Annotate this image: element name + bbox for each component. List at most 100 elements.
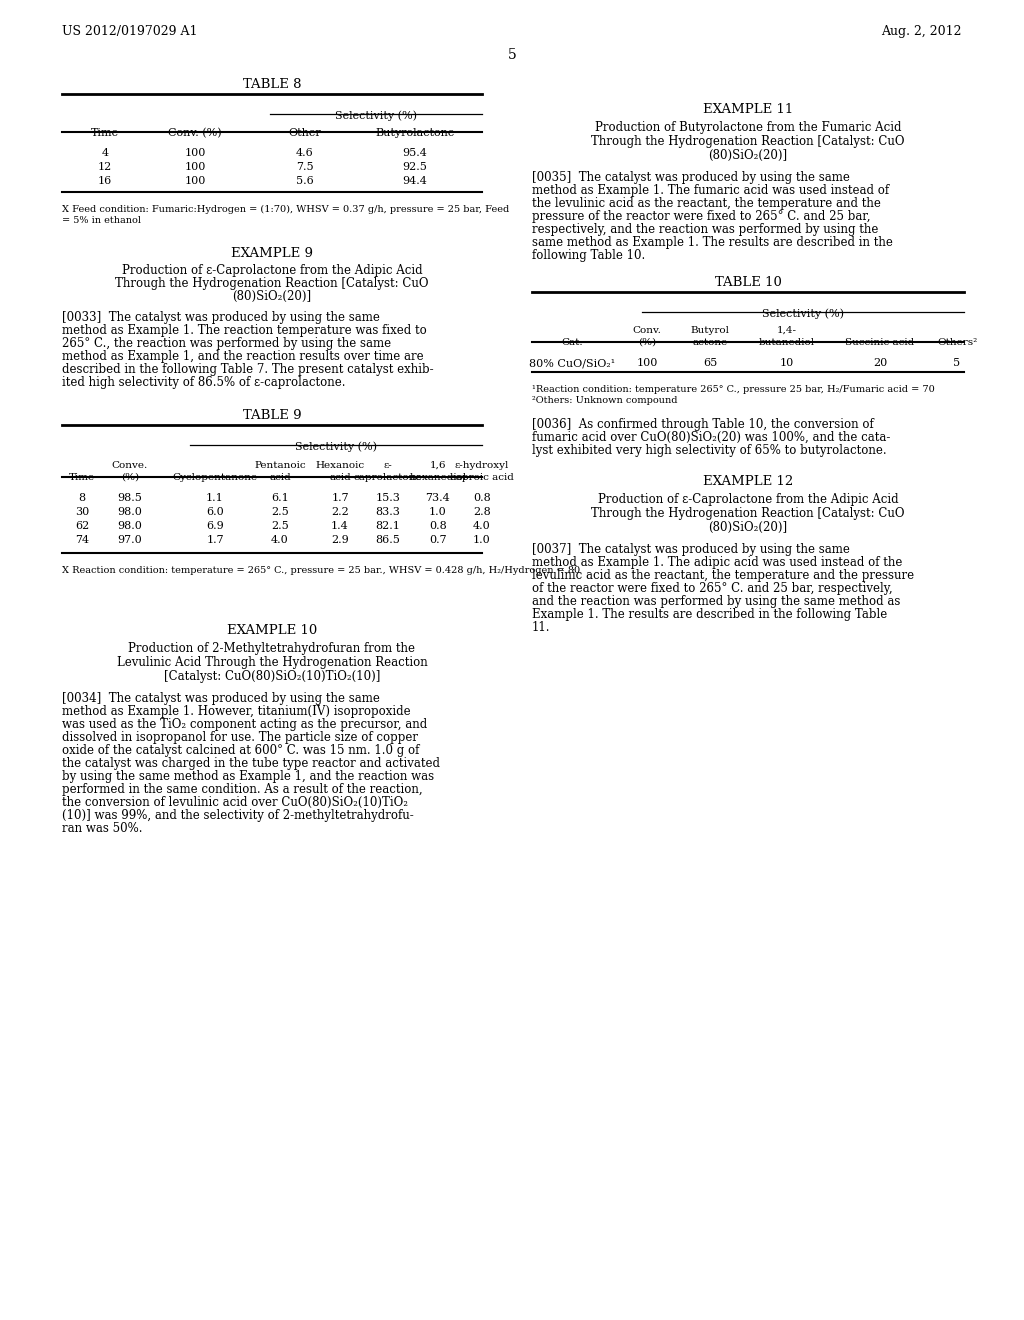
Text: method as Example 1. The fumaric acid was used instead of: method as Example 1. The fumaric acid wa…: [532, 183, 889, 197]
Text: (80)SiO₂(20)]: (80)SiO₂(20)]: [232, 290, 311, 304]
Text: ²Others: Unknown compound: ²Others: Unknown compound: [532, 396, 678, 405]
Text: 80% CuO/SiO₂¹: 80% CuO/SiO₂¹: [529, 358, 615, 368]
Text: 4.6: 4.6: [296, 148, 314, 158]
Text: ¹Reaction condition: temperature 265° C., pressure 25 bar, H₂/Fumaric acid = 70: ¹Reaction condition: temperature 265° C.…: [532, 385, 935, 393]
Text: 1.0: 1.0: [429, 507, 446, 517]
Text: Selectivity (%): Selectivity (%): [335, 110, 417, 120]
Text: 15.3: 15.3: [376, 492, 400, 503]
Text: [0036]  As confirmed through Table 10, the conversion of: [0036] As confirmed through Table 10, th…: [532, 418, 873, 432]
Text: [0035]  The catalyst was produced by using the same: [0035] The catalyst was produced by usin…: [532, 172, 850, 183]
Text: caproic acid: caproic acid: [451, 473, 514, 482]
Text: 1,6: 1,6: [430, 461, 446, 470]
Text: 1.0: 1.0: [473, 535, 490, 545]
Text: TABLE 9: TABLE 9: [243, 409, 301, 422]
Text: same method as Example 1. The results are described in the: same method as Example 1. The results ar…: [532, 236, 893, 249]
Text: 5: 5: [953, 358, 961, 368]
Text: respectively, and the reaction was performed by using the: respectively, and the reaction was perfo…: [532, 223, 879, 236]
Text: method as Example 1. The adipic acid was used instead of the: method as Example 1. The adipic acid was…: [532, 556, 902, 569]
Text: (80)SiO₂(20)]: (80)SiO₂(20)]: [709, 149, 787, 162]
Text: 0.8: 0.8: [473, 492, 490, 503]
Text: 0.8: 0.8: [429, 521, 446, 531]
Text: levulinic acid as the reactant, the temperature and the pressure: levulinic acid as the reactant, the temp…: [532, 569, 914, 582]
Text: (80)SiO₂(20)]: (80)SiO₂(20)]: [709, 521, 787, 535]
Text: fumaric acid over CuO(80)SiO₂(20) was 100%, and the cata-: fumaric acid over CuO(80)SiO₂(20) was 10…: [532, 432, 891, 444]
Text: Production of ε-Caprolactone from the Adipic Acid: Production of ε-Caprolactone from the Ad…: [122, 264, 422, 277]
Text: Hexanoic: Hexanoic: [315, 461, 365, 470]
Text: caprolactone: caprolactone: [353, 473, 422, 482]
Text: by using the same method as Example 1, and the reaction was: by using the same method as Example 1, a…: [62, 770, 434, 783]
Text: 5: 5: [508, 48, 516, 62]
Text: 2.2: 2.2: [331, 507, 349, 517]
Text: Conv. (%): Conv. (%): [168, 128, 222, 139]
Text: acid: acid: [329, 473, 351, 482]
Text: 2.8: 2.8: [473, 507, 490, 517]
Text: Time: Time: [91, 128, 119, 139]
Text: 7.5: 7.5: [296, 162, 313, 172]
Text: 62: 62: [75, 521, 89, 531]
Text: Production of ε-Caprolactone from the Adipic Acid: Production of ε-Caprolactone from the Ad…: [598, 492, 898, 506]
Text: method as Example 1, and the reaction results over time are: method as Example 1, and the reaction re…: [62, 350, 424, 363]
Text: method as Example 1. However, titanium(IV) isopropoxide: method as Example 1. However, titanium(I…: [62, 705, 411, 718]
Text: Conve.: Conve.: [112, 461, 148, 470]
Text: (%): (%): [638, 338, 656, 347]
Text: ε-hydroxyl: ε-hydroxyl: [455, 461, 509, 470]
Text: 6.0: 6.0: [206, 507, 224, 517]
Text: the catalyst was charged in the tube type reactor and activated: the catalyst was charged in the tube typ…: [62, 756, 440, 770]
Text: method as Example 1. The reaction temperature was fixed to: method as Example 1. The reaction temper…: [62, 323, 427, 337]
Text: following Table 10.: following Table 10.: [532, 249, 645, 261]
Text: 4.0: 4.0: [271, 535, 289, 545]
Text: Example 1. The results are described in the following Table: Example 1. The results are described in …: [532, 609, 887, 620]
Text: EXAMPLE 11: EXAMPLE 11: [702, 103, 794, 116]
Text: Time: Time: [69, 473, 95, 482]
Text: Production of Butyrolactone from the Fumaric Acid: Production of Butyrolactone from the Fum…: [595, 121, 901, 135]
Text: Selectivity (%): Selectivity (%): [295, 441, 377, 451]
Text: 265° C., the reaction was performed by using the same: 265° C., the reaction was performed by u…: [62, 337, 391, 350]
Text: [0037]  The catalyst was produced by using the same: [0037] The catalyst was produced by usin…: [532, 543, 850, 556]
Text: US 2012/0197029 A1: US 2012/0197029 A1: [62, 25, 198, 38]
Text: pressure of the reactor were fixed to 265° C. and 25 bar,: pressure of the reactor were fixed to 26…: [532, 210, 870, 223]
Text: 5.6: 5.6: [296, 176, 314, 186]
Text: 1.1: 1.1: [206, 492, 224, 503]
Text: was used as the TiO₂ component acting as the precursor, and: was used as the TiO₂ component acting as…: [62, 718, 427, 731]
Text: and the reaction was performed by using the same method as: and the reaction was performed by using …: [532, 595, 900, 609]
Text: 1,4-: 1,4-: [777, 326, 797, 335]
Text: Aug. 2, 2012: Aug. 2, 2012: [882, 25, 962, 38]
Text: Conv.: Conv.: [633, 326, 662, 335]
Text: [0034]  The catalyst was produced by using the same: [0034] The catalyst was produced by usin…: [62, 692, 380, 705]
Text: 100: 100: [184, 148, 206, 158]
Text: Cyclopentanone: Cyclopentanone: [172, 473, 258, 482]
Text: = 5% in ethanol: = 5% in ethanol: [62, 216, 141, 224]
Text: 11.: 11.: [532, 620, 551, 634]
Text: acid: acid: [269, 473, 291, 482]
Text: 73.4: 73.4: [426, 492, 451, 503]
Text: 8: 8: [79, 492, 86, 503]
Text: 98.0: 98.0: [118, 507, 142, 517]
Text: Through the Hydrogenation Reaction [Catalyst: CuO: Through the Hydrogenation Reaction [Cata…: [591, 507, 905, 520]
Text: 98.5: 98.5: [118, 492, 142, 503]
Text: TABLE 8: TABLE 8: [243, 78, 301, 91]
Text: 1.7: 1.7: [331, 492, 349, 503]
Text: Others²: Others²: [937, 338, 977, 347]
Text: 16: 16: [98, 176, 112, 186]
Text: 100: 100: [184, 176, 206, 186]
Text: (%): (%): [121, 473, 139, 482]
Text: of the reactor were fixed to 265° C. and 25 bar, respectively,: of the reactor were fixed to 265° C. and…: [532, 582, 893, 595]
Text: 95.4: 95.4: [402, 148, 427, 158]
Text: ε-: ε-: [384, 461, 392, 470]
Text: lyst exhibited very high selectivity of 65% to butyrolactone.: lyst exhibited very high selectivity of …: [532, 444, 887, 457]
Text: performed in the same condition. As a result of the reaction,: performed in the same condition. As a re…: [62, 783, 423, 796]
Text: the conversion of levulinic acid over CuO(80)SiO₂(10)TiO₂: the conversion of levulinic acid over Cu…: [62, 796, 408, 809]
Text: X Feed condition: Fumaric:Hydrogen = (1:70), WHSV = 0.37 g/h, pressure = 25 bar,: X Feed condition: Fumaric:Hydrogen = (1:…: [62, 205, 509, 214]
Text: 12: 12: [98, 162, 112, 172]
Text: 65: 65: [702, 358, 717, 368]
Text: 6.1: 6.1: [271, 492, 289, 503]
Text: Cat.: Cat.: [561, 338, 583, 347]
Text: Selectivity (%): Selectivity (%): [762, 308, 844, 318]
Text: ited high selectivity of 86.5% of ε-caprolactone.: ited high selectivity of 86.5% of ε-capr…: [62, 376, 345, 389]
Text: 97.0: 97.0: [118, 535, 142, 545]
Text: actone: actone: [692, 338, 728, 347]
Text: 0.7: 0.7: [429, 535, 446, 545]
Text: Through the Hydrogenation Reaction [Catalyst: CuO: Through the Hydrogenation Reaction [Cata…: [591, 135, 905, 148]
Text: 2.5: 2.5: [271, 507, 289, 517]
Text: Butyrolactone: Butyrolactone: [376, 128, 455, 139]
